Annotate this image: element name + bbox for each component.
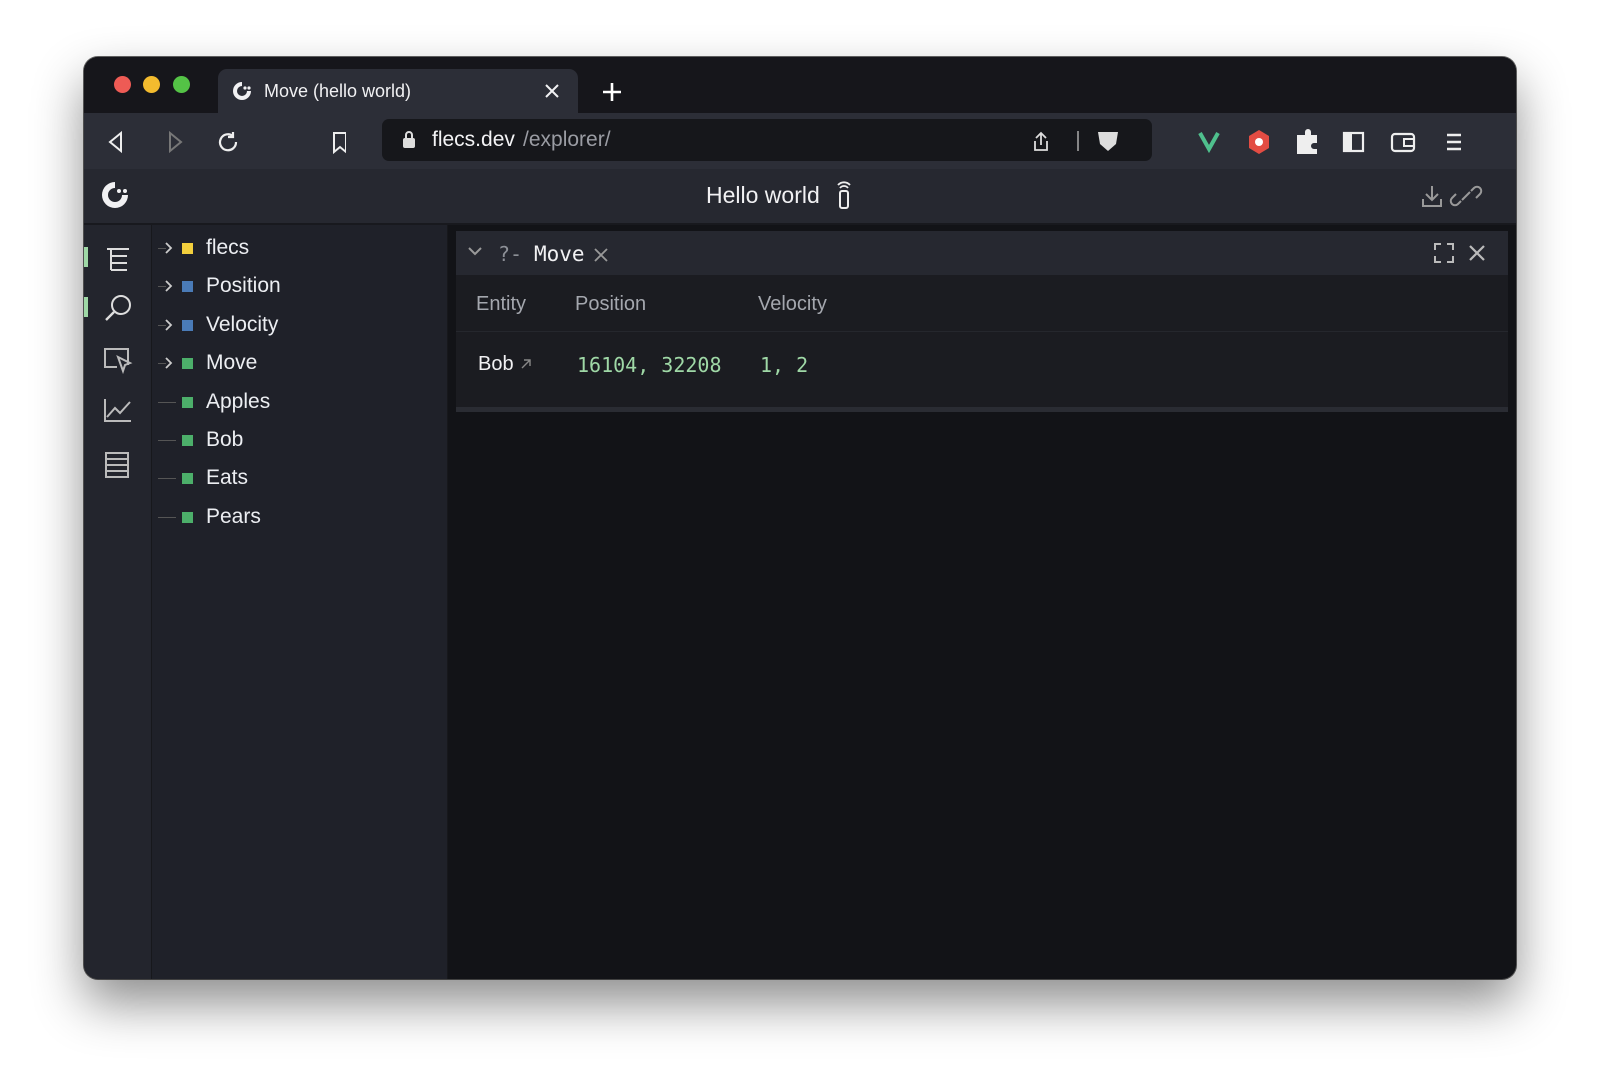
app-header: Hello world bbox=[84, 169, 1516, 225]
tree-item[interactable]: Velocity bbox=[152, 306, 447, 344]
side-rail bbox=[84, 225, 152, 979]
entity-label: Move bbox=[206, 351, 258, 375]
entity-color bbox=[182, 243, 193, 254]
new-tab[interactable] bbox=[602, 82, 622, 102]
tree-connector bbox=[158, 363, 166, 365]
entity-label: Pears bbox=[206, 504, 261, 528]
panel-actions[interactable] bbox=[1434, 243, 1494, 265]
flecs-logo[interactable] bbox=[99, 179, 131, 213]
entity-color bbox=[182, 358, 193, 370]
tree-item[interactable]: Move bbox=[152, 344, 447, 382]
entity-label: flecs bbox=[206, 236, 250, 259]
expand-caret[interactable] bbox=[165, 306, 173, 346]
tree-item[interactable]: Position bbox=[152, 267, 447, 305]
column-header: Entity bbox=[476, 293, 527, 315]
close-window[interactable] bbox=[114, 76, 131, 93]
cell-value: 1, 2 bbox=[760, 353, 809, 377]
column-header: Position bbox=[575, 293, 647, 315]
query-prefix: ?- bbox=[498, 242, 523, 266]
tab-favicon bbox=[233, 82, 251, 100]
tab-strip: Move (hello world) bbox=[84, 57, 1516, 113]
query-header: ?- Move bbox=[456, 231, 1508, 275]
cell-value: 16104, 32208 bbox=[577, 353, 722, 377]
browser-window: Move (hello world) flecs.dev /explorer/ bbox=[84, 57, 1516, 979]
tree-connector bbox=[158, 324, 166, 326]
header-divider bbox=[456, 331, 1508, 332]
entity-label: Eats bbox=[206, 466, 249, 490]
expand-caret[interactable] bbox=[165, 267, 173, 307]
entity-color bbox=[182, 473, 193, 485]
url-host: flecs.dev bbox=[432, 128, 515, 151]
app-title: Hello world bbox=[706, 182, 820, 208]
tree-item[interactable]: Pears bbox=[152, 498, 447, 536]
expand-caret[interactable] bbox=[165, 344, 173, 384]
remote-icon bbox=[837, 181, 851, 209]
active-indicator bbox=[84, 297, 88, 317]
tree-item[interactable]: Bob bbox=[152, 421, 447, 459]
query-name: Move bbox=[534, 242, 585, 266]
active-indicator bbox=[84, 247, 88, 267]
link-arrow bbox=[521, 359, 531, 369]
column-header: Velocity bbox=[758, 293, 827, 315]
query-results: Entity Position Velocity Bob 16104, 32208 1, … bbox=[456, 275, 1508, 412]
entity-color bbox=[182, 281, 193, 293]
expand-caret[interactable] bbox=[165, 229, 173, 269]
tree-connector bbox=[158, 401, 176, 403]
entity-color bbox=[182, 435, 193, 446]
extensions[interactable] bbox=[1194, 127, 1494, 157]
header-actions[interactable] bbox=[1421, 183, 1487, 209]
rail-icons[interactable] bbox=[102, 243, 136, 503]
url-path: /explorer/ bbox=[523, 128, 611, 151]
tab-close[interactable] bbox=[544, 83, 560, 99]
entity-label: Position bbox=[206, 274, 281, 298]
zoom-window[interactable] bbox=[173, 76, 190, 93]
nav-buttons[interactable] bbox=[106, 130, 346, 154]
tree-connector bbox=[158, 248, 166, 249]
lock-icon bbox=[403, 131, 415, 148]
tree-connector bbox=[158, 440, 176, 441]
entity-label: Bob bbox=[206, 428, 244, 451]
entity-tree: flecs Position Velocity Move Apples Bob Eats Pe… bbox=[152, 225, 448, 979]
entity-color bbox=[182, 511, 193, 523]
url-actions[interactable] bbox=[1032, 129, 1142, 153]
collapse-toggle[interactable] bbox=[468, 247, 482, 257]
tree-item[interactable]: Apples bbox=[152, 383, 447, 421]
tree-item[interactable]: flecs bbox=[152, 229, 447, 267]
address-bar[interactable]: flecs.dev /explorer/ bbox=[382, 119, 1152, 161]
entity-label: Velocity bbox=[206, 312, 279, 336]
tree-item[interactable]: Eats bbox=[152, 459, 447, 497]
tree-connector bbox=[158, 516, 176, 518]
entity-color bbox=[182, 396, 193, 408]
browser-tab[interactable]: Move (hello world) bbox=[218, 69, 578, 113]
entity-color bbox=[182, 319, 193, 331]
tree-connector bbox=[158, 478, 176, 480]
entity-link[interactable]: Bob bbox=[478, 353, 532, 376]
tree-connector bbox=[158, 286, 166, 288]
tab-title: Move (hello world) bbox=[264, 81, 412, 101]
entity-label: Apples bbox=[206, 389, 271, 413]
query-remove[interactable] bbox=[594, 248, 608, 262]
minimize-window[interactable] bbox=[143, 76, 160, 93]
